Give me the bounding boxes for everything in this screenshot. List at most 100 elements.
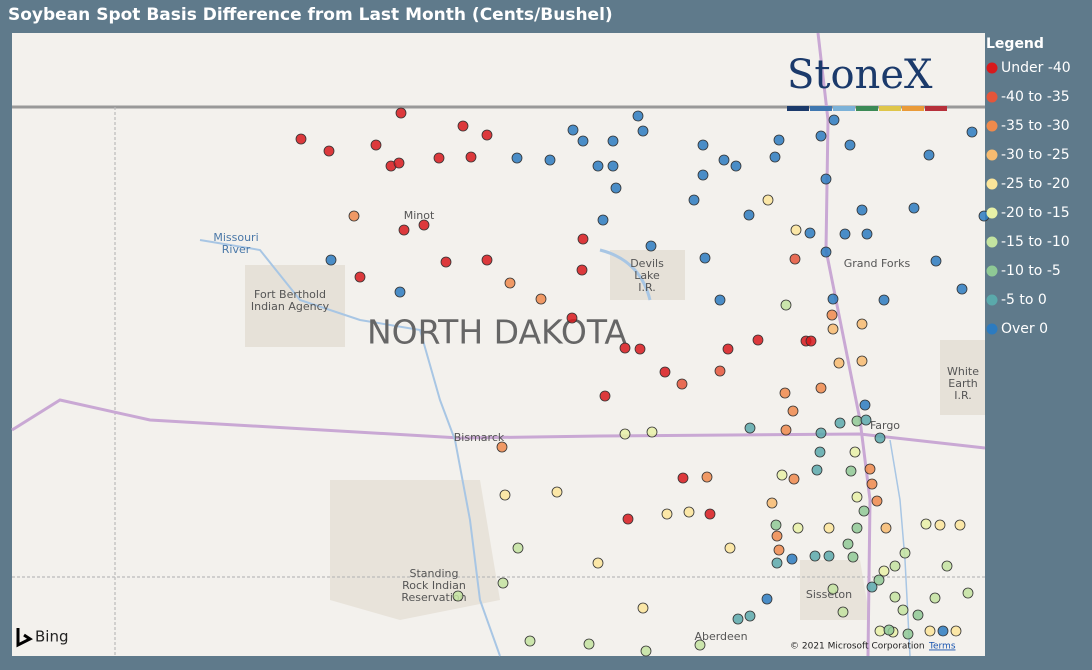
site-marker[interactable] — [433, 152, 445, 164]
site-marker[interactable] — [889, 591, 901, 603]
site-marker[interactable] — [599, 390, 611, 402]
site-marker[interactable] — [871, 495, 883, 507]
site-marker[interactable] — [826, 309, 838, 321]
site-marker[interactable] — [941, 560, 953, 572]
site-marker[interactable] — [811, 464, 823, 476]
site-marker[interactable] — [856, 355, 868, 367]
site-marker[interactable] — [859, 399, 871, 411]
site-marker[interactable] — [823, 550, 835, 562]
site-marker[interactable] — [761, 593, 773, 605]
terms-link[interactable]: Terms — [928, 642, 956, 652]
site-marker[interactable] — [398, 224, 410, 236]
site-marker[interactable] — [576, 264, 588, 276]
site-marker[interactable] — [769, 151, 781, 163]
site-marker[interactable] — [619, 428, 631, 440]
site-marker[interactable] — [697, 139, 709, 151]
site-marker[interactable] — [899, 547, 911, 559]
site-marker[interactable] — [743, 209, 755, 221]
site-marker[interactable] — [950, 625, 962, 637]
site-marker[interactable] — [842, 538, 854, 550]
site-marker[interactable] — [861, 228, 873, 240]
site-marker[interactable] — [622, 513, 634, 525]
site-marker[interactable] — [845, 465, 857, 477]
site-marker[interactable] — [752, 334, 764, 346]
site-marker[interactable] — [849, 446, 861, 458]
site-marker[interactable] — [937, 625, 949, 637]
site-marker[interactable] — [393, 157, 405, 169]
site-marker[interactable] — [954, 519, 966, 531]
site-marker[interactable] — [354, 271, 366, 283]
site-marker[interactable] — [805, 335, 817, 347]
site-marker[interactable] — [465, 151, 477, 163]
site-marker[interactable] — [722, 343, 734, 355]
site-marker[interactable] — [659, 366, 671, 378]
site-marker[interactable] — [535, 293, 547, 305]
site-marker[interactable] — [592, 557, 604, 569]
site-marker[interactable] — [499, 489, 511, 501]
site-marker[interactable] — [452, 590, 464, 602]
site-marker[interactable] — [496, 441, 508, 453]
site-marker[interactable] — [457, 120, 469, 132]
site-marker[interactable] — [661, 508, 673, 520]
site-marker[interactable] — [902, 628, 914, 640]
site-marker[interactable] — [607, 160, 619, 172]
site-marker[interactable] — [771, 557, 783, 569]
site-marker[interactable] — [920, 518, 932, 530]
site-marker[interactable] — [619, 342, 631, 354]
site-marker[interactable] — [880, 522, 892, 534]
site-marker[interactable] — [874, 625, 886, 637]
site-marker[interactable] — [962, 587, 974, 599]
site-marker[interactable] — [780, 299, 792, 311]
site-marker[interactable] — [929, 592, 941, 604]
site-marker[interactable] — [634, 343, 646, 355]
site-marker[interactable] — [924, 625, 936, 637]
site-marker[interactable] — [395, 107, 407, 119]
site-marker[interactable] — [874, 432, 886, 444]
site-marker[interactable] — [766, 497, 778, 509]
site-marker[interactable] — [792, 522, 804, 534]
site-marker[interactable] — [820, 246, 832, 258]
site-marker[interactable] — [607, 135, 619, 147]
site-marker[interactable] — [851, 415, 863, 427]
site-marker[interactable] — [440, 256, 452, 268]
site-marker[interactable] — [497, 577, 509, 589]
site-marker[interactable] — [873, 574, 885, 586]
site-marker[interactable] — [394, 286, 406, 298]
site-marker[interactable] — [809, 550, 821, 562]
site-marker[interactable] — [714, 365, 726, 377]
site-marker[interactable] — [779, 387, 791, 399]
site-marker[interactable] — [839, 228, 851, 240]
site-marker[interactable] — [878, 565, 890, 577]
site-marker[interactable] — [645, 240, 657, 252]
site-marker[interactable] — [834, 417, 846, 429]
site-marker[interactable] — [908, 202, 920, 214]
site-marker[interactable] — [833, 357, 845, 369]
site-marker[interactable] — [701, 471, 713, 483]
site-marker[interactable] — [883, 624, 895, 636]
site-marker[interactable] — [699, 252, 711, 264]
site-marker[interactable] — [524, 635, 536, 647]
site-marker[interactable] — [787, 405, 799, 417]
site-marker[interactable] — [566, 312, 578, 324]
site-marker[interactable] — [815, 382, 827, 394]
site-marker[interactable] — [956, 283, 968, 295]
site-marker[interactable] — [966, 126, 978, 138]
site-marker[interactable] — [551, 486, 563, 498]
site-marker[interactable] — [827, 323, 839, 335]
site-marker[interactable] — [370, 139, 382, 151]
site-marker[interactable] — [934, 519, 946, 531]
site-marker[interactable] — [592, 160, 604, 172]
site-marker[interactable] — [878, 294, 890, 306]
site-marker[interactable] — [704, 508, 716, 520]
site-marker[interactable] — [718, 154, 730, 166]
site-marker[interactable] — [504, 277, 516, 289]
site-marker[interactable] — [851, 491, 863, 503]
site-marker[interactable] — [688, 194, 700, 206]
site-marker[interactable] — [827, 293, 839, 305]
site-marker[interactable] — [544, 154, 556, 166]
site-marker[interactable] — [789, 253, 801, 265]
site-marker[interactable] — [856, 318, 868, 330]
site-marker[interactable] — [786, 553, 798, 565]
site-marker[interactable] — [295, 133, 307, 145]
